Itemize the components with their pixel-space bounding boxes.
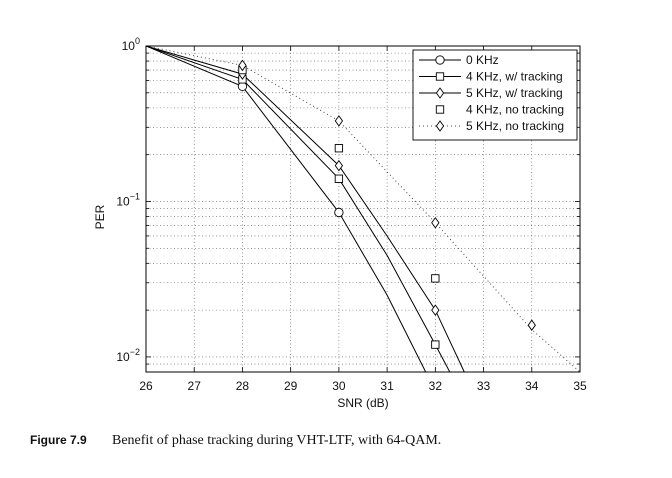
series-3-curve <box>146 46 465 372</box>
legend-label: 5 KHz, w/ tracking <box>466 86 563 100</box>
grid-lines <box>146 46 580 372</box>
series-3-marker <box>431 304 440 316</box>
x-tick-label: 32 <box>429 379 443 393</box>
y-tick-labels: 100 10−1 10−2 <box>116 36 140 364</box>
x-tick-label: 34 <box>525 379 539 393</box>
legend-marker <box>435 55 445 65</box>
y-tick-label: 10−1 <box>116 191 140 208</box>
series-2-marker <box>334 174 344 183</box>
axis-ticks <box>145 46 581 373</box>
series-5-marker <box>527 319 536 331</box>
series-5-marker <box>238 59 247 72</box>
series-2-curve <box>146 46 451 372</box>
series-markers <box>237 59 536 349</box>
series-5-marker <box>334 115 344 127</box>
legend-label: 0 KHz <box>466 53 499 67</box>
y-tick-label: 100 <box>122 36 140 53</box>
y-tick-label: 10−2 <box>116 347 140 364</box>
x-tick-label: 33 <box>477 379 491 393</box>
legend-label: 5 KHz, no tracking <box>466 119 564 133</box>
x-tick-label: 35 <box>573 379 587 393</box>
x-tick-label: 27 <box>188 379 202 393</box>
series-5-curve <box>146 46 580 372</box>
series-3-marker <box>334 159 344 172</box>
axes-frame <box>145 45 581 373</box>
legend-marker <box>435 87 445 99</box>
series-1-curve <box>146 46 427 372</box>
series-5-marker <box>431 216 440 229</box>
legend-marker <box>435 105 445 114</box>
series-4-marker <box>431 274 440 283</box>
y-axis-label: PER <box>93 204 107 229</box>
x-axis-label: SNR (dB) <box>337 396 388 410</box>
legend-marker <box>435 120 445 132</box>
figure-caption-text: Benefit of phase tracking during VHT-LTF… <box>112 433 442 448</box>
x-tick-label: 31 <box>380 379 394 393</box>
legend-label: 4 KHz, no tracking <box>466 103 564 117</box>
figure-caption: Figure 7.9 Benefit of phase tracking duri… <box>30 432 441 449</box>
figure-number: Figure 7.9 <box>30 433 87 447</box>
x-tick-label: 29 <box>284 379 298 393</box>
series-4-marker <box>334 144 344 153</box>
series-1-marker <box>334 207 344 218</box>
legend: 0 KHz 4 KHz, w/ tracking 5 KHz, w/ trackin… <box>412 49 578 141</box>
legend-label: 4 KHz, w/ tracking <box>466 70 563 84</box>
legend-marker <box>435 72 445 81</box>
series-2-marker <box>431 340 440 349</box>
x-tick-label: 30 <box>332 379 346 393</box>
x-tick-label: 26 <box>139 379 153 393</box>
x-tick-labels: 26 27 28 29 30 31 32 33 34 35 <box>139 379 587 393</box>
x-tick-label: 28 <box>236 379 250 393</box>
